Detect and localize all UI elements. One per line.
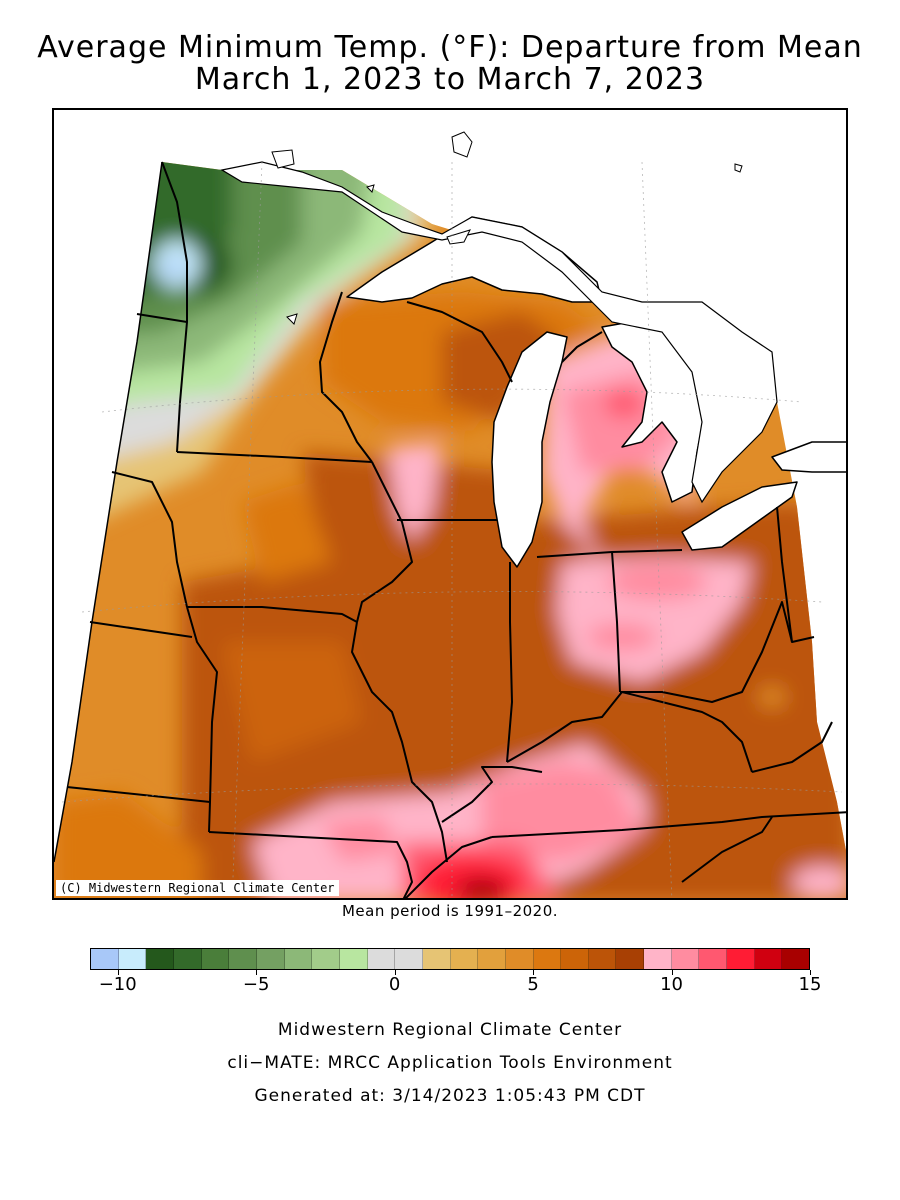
legend-tick-mark [256,970,258,975]
legend-tick-mark [810,970,811,975]
legend-swatch [561,949,589,969]
legend-swatch [339,949,368,969]
border-oh-ky-wv [620,601,793,703]
legend-tick-label: −5 [242,974,270,995]
color-legend [90,948,810,970]
legend-swatch [533,949,562,969]
legend-tick-mark [394,970,396,975]
islands [271,131,743,325]
border-ia-mo [187,606,358,623]
border-in-oh [611,551,621,693]
border-ks-ok [66,786,211,803]
legend-tick-mark [533,970,535,975]
legend-tick-label: 0 [388,974,401,995]
border-ia-west [111,471,188,608]
border-ia-il [356,461,413,623]
footer-generated: Generated at: 3/14/2023 1:05:43 PM CDT [254,1086,646,1106]
legend-tick-label: 10 [660,974,683,995]
lake-ontario [771,441,846,473]
lake-erie [681,481,798,551]
border-il-ky [441,766,543,823]
map-copyright: (C) Midwestern Regional Climate Center [56,880,339,896]
border-ky-tn [491,811,846,838]
legend-swatch [91,949,119,969]
legend-tick-mark [117,970,119,975]
border-ks-mo [186,606,218,833]
legend-swatch [754,949,783,969]
legend-swatch [256,949,285,969]
graticule [61,161,843,898]
legend-swatch [229,949,257,969]
border-mn-wi [319,291,373,463]
legend-swatch [782,949,810,969]
legend-swatch [284,949,313,969]
legend-swatch [395,949,423,969]
border-oh-pa [776,506,815,643]
lake-michigan [491,331,568,568]
legend-ticks: −10 −5 0 5 10 15 [90,970,821,1000]
legend-swatch [422,949,451,969]
border-mo-ar [208,831,413,898]
legend-swatch [671,949,700,969]
border-il-in [506,562,513,763]
legend-swatch [644,949,672,969]
legend-swatch [146,949,174,969]
map-canvas [54,131,846,898]
border-mn-dakotas [161,161,188,453]
map-title: Average Minimum Temp. (°F): Departure fr… [37,30,863,65]
border-mo-il [351,621,448,863]
border-va-ky [751,721,833,773]
legend-swatch [118,949,147,969]
legend-swatch [450,949,479,969]
legend-swatch [588,949,617,969]
map-date-range: March 1, 2023 to March 7, 2023 [194,62,706,97]
legend-tick-label: 15 [798,974,822,995]
border-mi-up-lower [561,331,603,363]
legend-swatch [478,949,506,969]
border-wi-mi [406,301,513,383]
legend-swatch [312,949,340,969]
legend-tick-mark [671,970,673,975]
legend-swatch [505,949,534,969]
border-tn-ms [404,836,493,898]
footer-organization: Midwestern Regional Climate Center [277,1020,623,1040]
legend-swatch [699,949,728,969]
legend-swatch [616,949,645,969]
border-sd-nd [136,313,188,323]
legend-tick-label: 5 [527,974,539,995]
state-boundaries [66,161,846,898]
border-va-tn [681,816,773,883]
border-mn-ia [176,451,373,463]
footer-tool: cli−MATE: MRCC Application Tools Environ… [227,1053,673,1073]
map-frame: (C) Midwestern Regional Climate Center [52,108,848,900]
legend-swatch [173,949,202,969]
legend-swatch [201,949,230,969]
border-in-ky [506,691,753,773]
legend-tick-label: −10 [98,974,137,995]
legend-swatch [727,949,755,969]
legend-swatch [367,949,396,969]
border-ne-ks [89,621,193,638]
mean-period-note: Mean period is 1991–2020. [341,902,559,920]
map-boundary [54,161,163,863]
